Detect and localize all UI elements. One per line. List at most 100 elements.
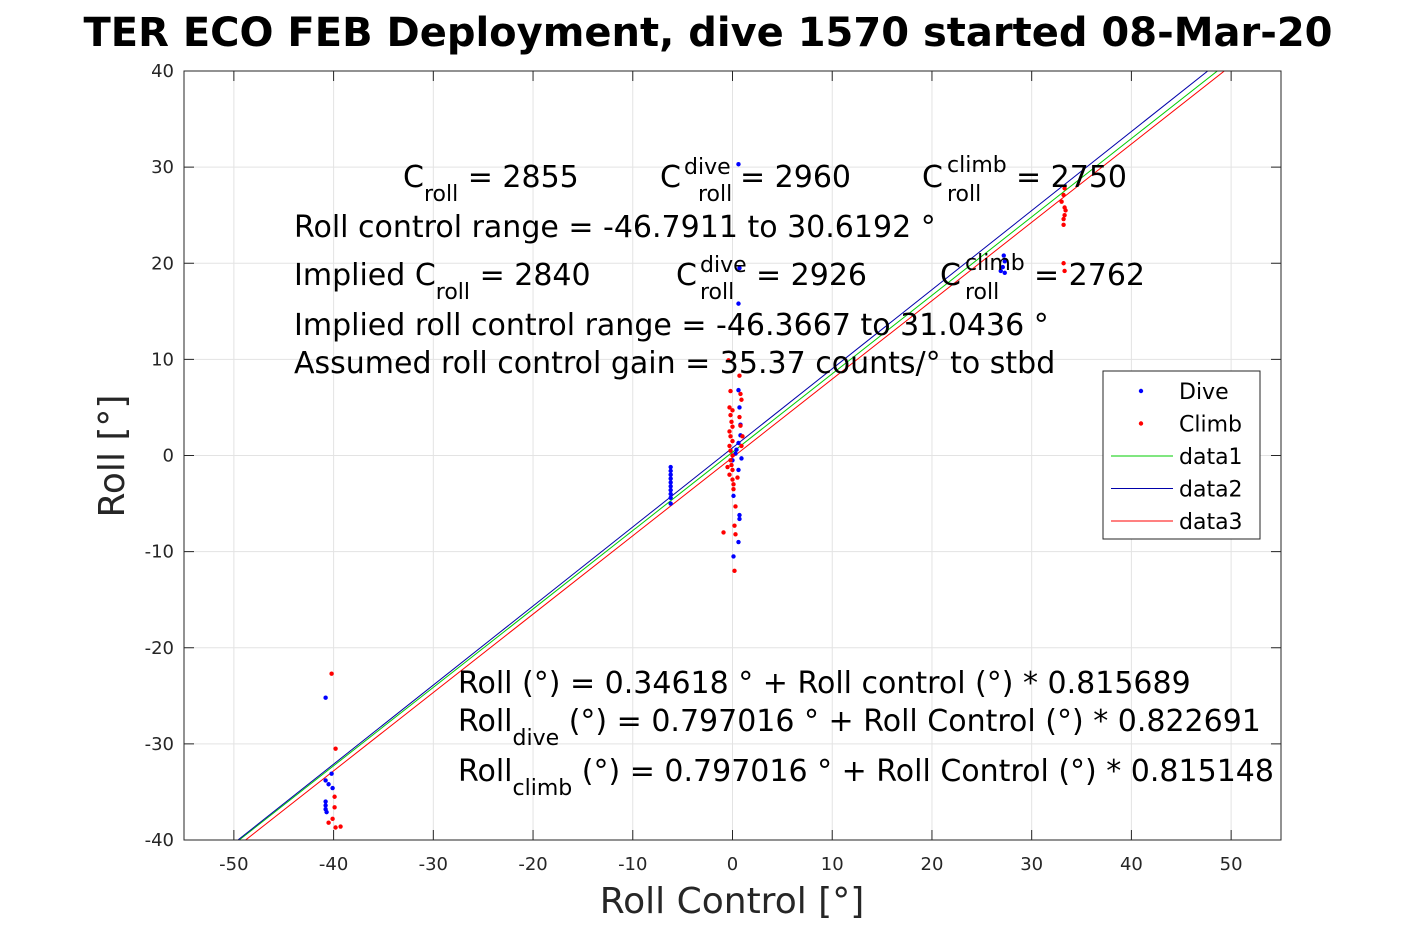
dive-point	[1001, 253, 1006, 258]
dive-point	[329, 771, 334, 776]
climb-point	[729, 419, 734, 425]
x-tick-label: -10	[618, 854, 647, 875]
climb-point	[1061, 216, 1066, 222]
fit-line-data1	[238, 71, 1219, 840]
climb-point	[329, 671, 334, 676]
legend-box	[1102, 370, 1261, 540]
implied-c-dive-value: = 2926	[756, 258, 867, 293]
climb-point	[739, 397, 744, 402]
y-tick-label: 30	[151, 157, 174, 178]
dive-point	[668, 480, 673, 485]
dive-point	[668, 476, 673, 481]
c-climb-sup: climb	[947, 153, 1007, 178]
dive-point	[736, 162, 741, 167]
implied-c-climb-annotation: C	[940, 258, 961, 293]
y-tick-label: 20	[151, 253, 174, 274]
dive-point	[736, 539, 741, 545]
climb-point	[1062, 186, 1067, 191]
climb-point	[1062, 212, 1067, 218]
dive-point	[736, 301, 741, 306]
dive-point	[736, 387, 741, 393]
climb-point	[1061, 192, 1066, 198]
fit-line-data2	[237, 71, 1209, 840]
dive-point	[1002, 259, 1007, 264]
c-dive-annotation: C	[660, 160, 681, 195]
c-climb-sub: roll	[947, 182, 981, 207]
c-climb-annotation: C	[922, 160, 943, 195]
y-tick-label: -30	[145, 734, 174, 755]
legend-marker-climb	[1138, 421, 1144, 426]
climb-point	[727, 405, 732, 410]
implied-c-roll-annotation: Implied Croll = 2840	[294, 258, 591, 305]
climb-point	[728, 412, 733, 418]
climb-point	[1062, 268, 1067, 274]
climb-point	[730, 438, 735, 444]
dive-point	[736, 467, 741, 473]
climb-point	[1061, 261, 1066, 266]
implied-c-dive-sub: roll	[700, 280, 734, 305]
y-tick-label: 10	[151, 349, 174, 370]
climb-point	[730, 453, 735, 458]
implied-c-climb-sup: climb	[965, 251, 1025, 276]
climb-point	[326, 820, 331, 825]
x-tick-label: -50	[219, 854, 248, 875]
climb-point	[737, 414, 742, 420]
c-dive-value: = 2960	[740, 160, 851, 195]
climb-point	[730, 467, 735, 473]
y-tick-label: -20	[145, 638, 174, 659]
x-tick-label: 50	[1220, 854, 1243, 875]
dive-point	[668, 495, 673, 500]
climb-point	[332, 794, 337, 799]
implied-c-climb-sub: roll	[965, 280, 999, 305]
dive-point	[324, 809, 329, 815]
climb-point	[332, 805, 337, 810]
climb-point	[737, 373, 742, 378]
climb-point	[735, 475, 740, 480]
fit-roll-equation: Roll (°) = 0.34618 ° + Roll control (°) …	[458, 666, 1191, 701]
climb-point	[728, 434, 733, 439]
y-axis-label: Roll [°]	[92, 395, 133, 518]
climb-point	[725, 464, 730, 470]
climb-point	[727, 472, 732, 477]
dive-point	[668, 484, 673, 489]
climb-point	[729, 462, 734, 468]
c-roll-annotation: Croll = 2855	[403, 160, 579, 207]
climb-point	[1061, 222, 1066, 227]
climb-point	[333, 825, 338, 830]
dive-point	[668, 468, 673, 474]
annotations: Croll = 2855 C dive roll = 2960 C climb …	[294, 153, 1274, 801]
implied-c-climb-value: = 2762	[1034, 258, 1145, 293]
climb-point	[728, 448, 733, 453]
dive-point	[323, 799, 328, 804]
climb-point	[727, 429, 732, 434]
climb-point	[731, 486, 736, 492]
climb-point	[740, 434, 745, 439]
dive-point	[734, 447, 739, 452]
implied-roll-control-range: Implied roll control range = -46.3667 to…	[294, 308, 1049, 343]
x-tick-label: 40	[1120, 854, 1143, 875]
legend-label: Climb	[1179, 413, 1242, 438]
dive-point	[323, 778, 328, 783]
x-tick-label: 30	[1020, 854, 1043, 875]
y-tick-label: 40	[151, 61, 174, 82]
climb-point	[732, 568, 737, 574]
legend-marker-dive	[1138, 388, 1144, 394]
x-tick-label: -20	[518, 854, 547, 875]
dive-point	[323, 803, 328, 808]
y-tick-label: -10	[145, 542, 174, 563]
axis-ticks: -50 -40 -30 -20 -10 0 10 20 30 40 50 -40 -30 -20 -10 0 1…	[145, 61, 1281, 875]
climb-point	[1059, 199, 1064, 204]
dive-point	[736, 440, 741, 446]
dive-point	[1000, 264, 1005, 270]
climb-point	[728, 458, 733, 463]
dive-point	[1002, 270, 1007, 276]
chart-title: TER ECO FEB Deployment, dive 1570 starte…	[83, 10, 1332, 56]
legend-label: Dive	[1179, 380, 1229, 405]
implied-c-dive-sup: dive	[700, 253, 747, 278]
legend-label: data1	[1179, 445, 1243, 470]
x-tick-label: -40	[319, 854, 348, 875]
x-tick-label: 10	[821, 854, 844, 875]
x-axis-label: Roll Control [°]	[600, 881, 865, 922]
data-points	[323, 162, 1068, 830]
